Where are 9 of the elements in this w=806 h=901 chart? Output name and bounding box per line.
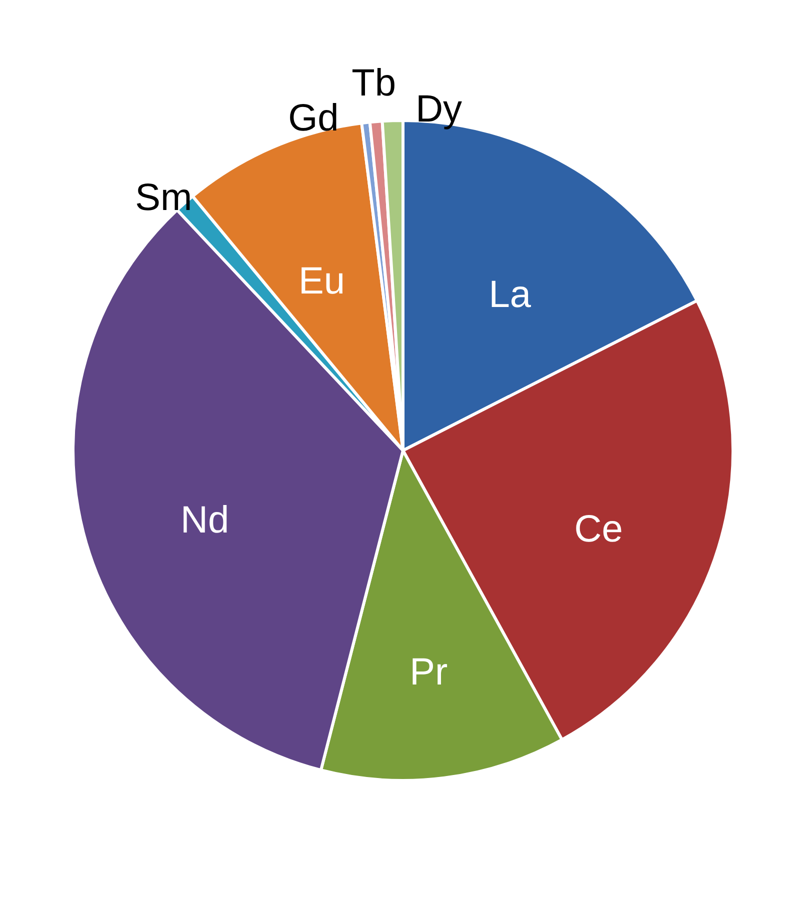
slice-label: Pr (410, 651, 448, 694)
slice-label: Eu (298, 260, 345, 303)
slice-label: Sm (135, 176, 192, 219)
slice-label: Ce (574, 508, 623, 551)
slice-label: Dy (416, 88, 462, 130)
slice-label: La (488, 274, 532, 316)
slice-label: Gd (288, 98, 339, 140)
slice-label: Tb (352, 62, 396, 105)
slice-label: Nd (180, 499, 230, 542)
